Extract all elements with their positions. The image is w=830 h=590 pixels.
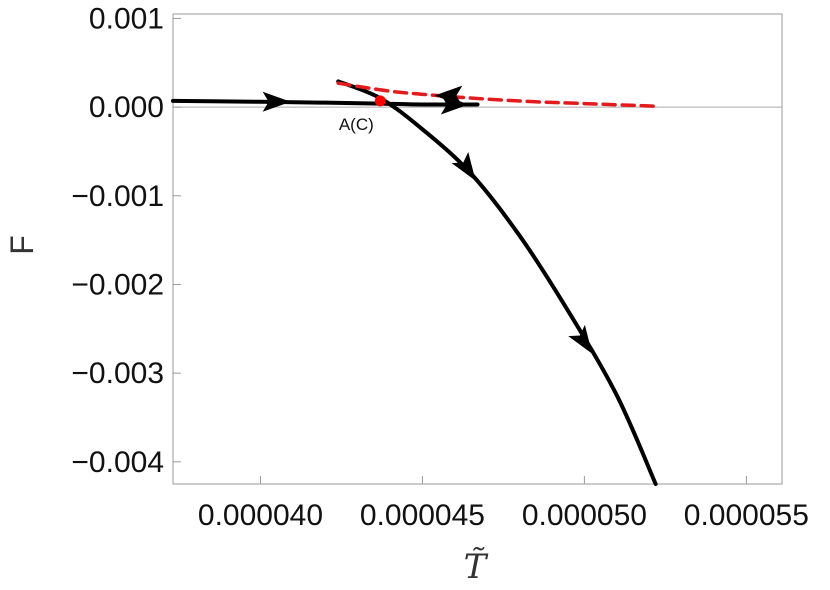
y-tick-label-2: −0.001 <box>71 180 164 213</box>
direction-arrow-0 <box>262 91 291 112</box>
point-marker-0 <box>374 95 386 107</box>
direction-arrow-3 <box>451 151 476 181</box>
direction-arrow-2 <box>434 85 463 106</box>
plot-frame <box>172 13 783 485</box>
y-tick-label-5: −0.004 <box>71 446 164 479</box>
x-tick-label-1: 0.000045 <box>360 499 485 532</box>
x-tick-label-3: 0.000055 <box>684 499 809 532</box>
series-group <box>171 79 658 486</box>
point-label-0: A(C) <box>339 115 374 134</box>
arrow-group <box>262 85 593 354</box>
y-axis-title: F <box>4 235 40 255</box>
direction-arrow-4 <box>568 324 593 354</box>
y-tick-label-4: −0.003 <box>71 357 164 390</box>
plot-border <box>172 13 783 485</box>
y-tick-label-3: −0.002 <box>71 268 164 301</box>
y-tick-label-0: 0.001 <box>89 2 164 35</box>
x-tick-label-2: 0.000050 <box>522 499 647 532</box>
series-line-0 <box>171 98 480 107</box>
point-group: A(C) <box>339 95 386 134</box>
y-tick-label-1: 0.000 <box>89 91 164 124</box>
ticks-group: 0.000040 0.000045 0.000050 0.000055 0.001 0.0… <box>71 2 809 532</box>
series-line-1 <box>336 79 658 486</box>
x-tick-label-0: 0.000040 <box>198 499 323 532</box>
series-line-2 <box>336 81 658 108</box>
x-axis-title: T̃ <box>464 547 489 587</box>
